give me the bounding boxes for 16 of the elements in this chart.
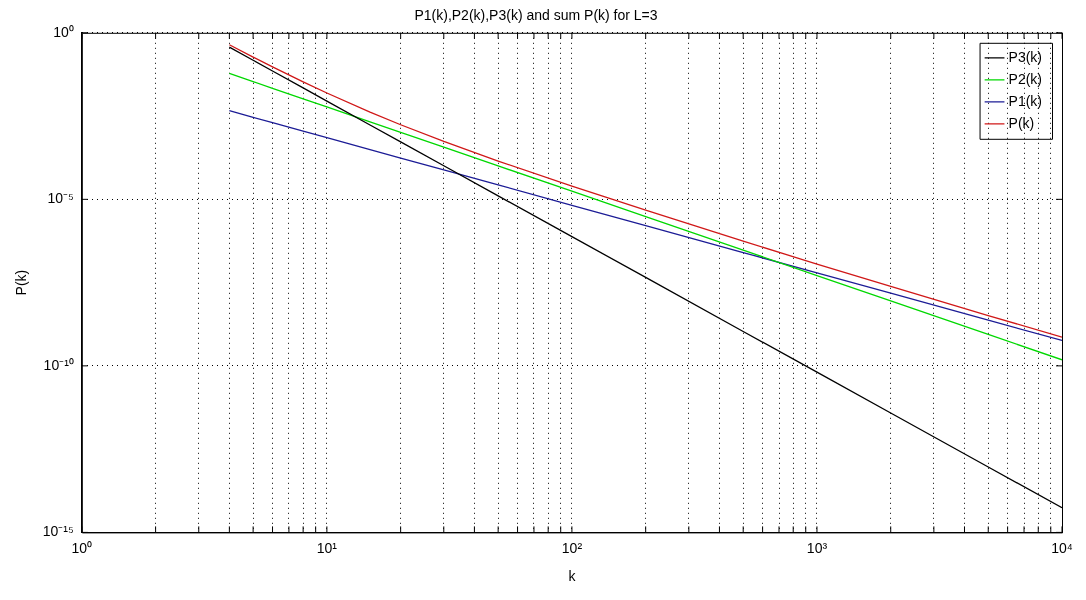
legend-label: P(k) bbox=[1008, 114, 1035, 131]
x-tick-label: 10¹ bbox=[316, 539, 338, 556]
legend-label: P3(k) bbox=[1008, 48, 1042, 65]
legend-label: P1(k) bbox=[1008, 92, 1042, 109]
x-axis-title: k bbox=[568, 568, 577, 585]
y-tick-label: 10⁻⁵ bbox=[47, 190, 74, 207]
chart-title: P1(k),P2(k),P3(k) and sum P(k) for L=3 bbox=[414, 7, 658, 24]
legend-label: P2(k) bbox=[1008, 70, 1042, 87]
x-tick-label: 10³ bbox=[806, 539, 828, 556]
x-tick-label: 10⁰ bbox=[71, 539, 93, 556]
y-tick-label: 10⁰ bbox=[53, 23, 74, 40]
y-tick-label: 10⁻¹⁵ bbox=[42, 523, 74, 540]
x-tick-label: 10² bbox=[561, 539, 583, 556]
y-tick-label: 10⁻¹⁰ bbox=[43, 356, 74, 373]
x-tick-label: 10⁴ bbox=[1051, 539, 1073, 556]
y-axis-title: P(k) bbox=[13, 269, 30, 296]
